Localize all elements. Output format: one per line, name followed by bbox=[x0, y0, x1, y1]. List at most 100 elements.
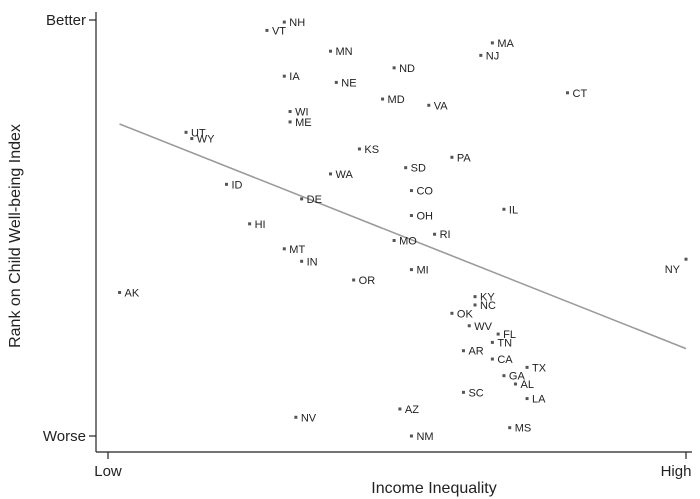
data-point-vt bbox=[265, 28, 269, 32]
point-label-wa: WA bbox=[336, 169, 354, 181]
point-label-ma: MA bbox=[497, 38, 514, 50]
data-point-de bbox=[300, 197, 304, 201]
point-label-ny: NY bbox=[665, 264, 681, 276]
data-point-mn bbox=[329, 49, 333, 53]
point-label-mn: MN bbox=[336, 46, 353, 58]
point-label-nd: ND bbox=[399, 63, 415, 75]
y-axis-title: Rank on Child Well-being Index bbox=[7, 124, 24, 348]
data-point-al bbox=[513, 382, 517, 386]
data-point-wy bbox=[190, 137, 194, 141]
point-label-mt: MT bbox=[289, 244, 305, 256]
point-label-me: ME bbox=[295, 117, 312, 129]
point-label-nh: NH bbox=[289, 17, 305, 29]
data-point-ny bbox=[684, 257, 688, 261]
data-point-tx bbox=[525, 365, 529, 369]
data-point-ct bbox=[566, 91, 570, 95]
data-point-nm bbox=[409, 434, 413, 438]
point-label-il: IL bbox=[509, 204, 518, 216]
data-point-md bbox=[381, 97, 385, 101]
point-label-nc: NC bbox=[480, 300, 496, 312]
data-point-wa bbox=[329, 172, 333, 176]
data-point-ri bbox=[433, 232, 437, 236]
data-point-or bbox=[352, 278, 356, 282]
point-label-wi: WI bbox=[295, 107, 308, 119]
point-label-ne: NE bbox=[341, 77, 356, 89]
point-label-ga: GA bbox=[509, 371, 526, 383]
data-point-ne bbox=[334, 80, 338, 84]
point-label-nv: NV bbox=[301, 412, 317, 424]
data-point-oh bbox=[409, 214, 413, 218]
point-label-ms: MS bbox=[515, 423, 532, 435]
point-label-va: VA bbox=[434, 100, 449, 112]
point-label-md: MD bbox=[388, 94, 405, 106]
data-point-la bbox=[525, 397, 529, 401]
data-point-nc bbox=[473, 303, 477, 307]
point-label-ky: KY bbox=[480, 292, 495, 304]
point-label-sd: SD bbox=[411, 163, 426, 175]
point-label-la: LA bbox=[532, 394, 546, 406]
data-point-ok bbox=[450, 311, 454, 315]
point-label-nj: NJ bbox=[486, 50, 499, 62]
data-point-sc bbox=[461, 390, 465, 394]
point-label-ak: AK bbox=[125, 287, 140, 299]
point-label-tx: TX bbox=[532, 362, 547, 374]
point-label-ks: KS bbox=[364, 144, 379, 156]
point-label-in: IN bbox=[307, 256, 318, 268]
point-label-vt: VT bbox=[272, 25, 286, 37]
data-point-sd bbox=[404, 166, 408, 170]
x-axis-title: Income Inequality bbox=[371, 480, 496, 497]
data-point-nv bbox=[294, 415, 298, 419]
point-label-wv: WV bbox=[474, 321, 492, 333]
data-point-pa bbox=[450, 155, 454, 159]
y-tick-label-better: Better bbox=[46, 12, 86, 29]
point-label-mi: MI bbox=[416, 265, 428, 277]
point-label-ok: OK bbox=[457, 308, 474, 320]
point-label-ri: RI bbox=[440, 229, 451, 241]
point-label-az: AZ bbox=[405, 404, 419, 416]
point-label-ca: CA bbox=[497, 354, 513, 366]
data-point-wi bbox=[288, 110, 292, 114]
point-label-id: ID bbox=[231, 179, 242, 191]
data-point-tn bbox=[490, 340, 494, 344]
data-point-ut bbox=[184, 130, 188, 134]
point-label-co: CO bbox=[416, 186, 433, 198]
point-label-ct: CT bbox=[573, 88, 588, 100]
data-point-id bbox=[224, 182, 228, 186]
point-label-pa: PA bbox=[457, 152, 472, 164]
point-label-al: AL bbox=[520, 379, 533, 391]
data-point-mo bbox=[392, 238, 396, 242]
point-label-ut: UT bbox=[191, 127, 206, 139]
data-point-ia bbox=[282, 74, 286, 78]
data-point-mi bbox=[409, 268, 413, 272]
data-point-ks bbox=[357, 147, 361, 151]
data-point-ga bbox=[502, 374, 506, 378]
data-point-in bbox=[300, 259, 304, 263]
point-label-or: OR bbox=[359, 275, 376, 287]
data-point-ak bbox=[118, 290, 122, 294]
y-tick-label-worse: Worse bbox=[43, 428, 86, 445]
point-label-nm: NM bbox=[416, 431, 433, 443]
x-tick-label-low: Low bbox=[94, 463, 122, 480]
data-point-fl bbox=[496, 332, 500, 336]
point-label-wy: WY bbox=[197, 134, 215, 146]
data-point-ms bbox=[508, 426, 512, 430]
point-label-ar: AR bbox=[468, 346, 483, 358]
point-label-oh: OH bbox=[416, 211, 433, 223]
data-point-ca bbox=[490, 357, 494, 361]
data-point-ky bbox=[473, 295, 477, 299]
data-point-il bbox=[502, 207, 506, 211]
data-point-ar bbox=[461, 349, 465, 353]
x-tick-label-high: High bbox=[661, 463, 692, 480]
point-label-tn: TN bbox=[497, 337, 512, 349]
point-label-ia: IA bbox=[289, 71, 300, 83]
trend-line bbox=[119, 123, 687, 350]
data-point-va bbox=[427, 103, 431, 107]
data-point-wv bbox=[467, 324, 471, 328]
point-label-hi: HI bbox=[255, 219, 266, 231]
data-point-nj bbox=[479, 53, 483, 57]
data-point-co bbox=[409, 189, 413, 193]
data-point-nd bbox=[392, 66, 396, 70]
